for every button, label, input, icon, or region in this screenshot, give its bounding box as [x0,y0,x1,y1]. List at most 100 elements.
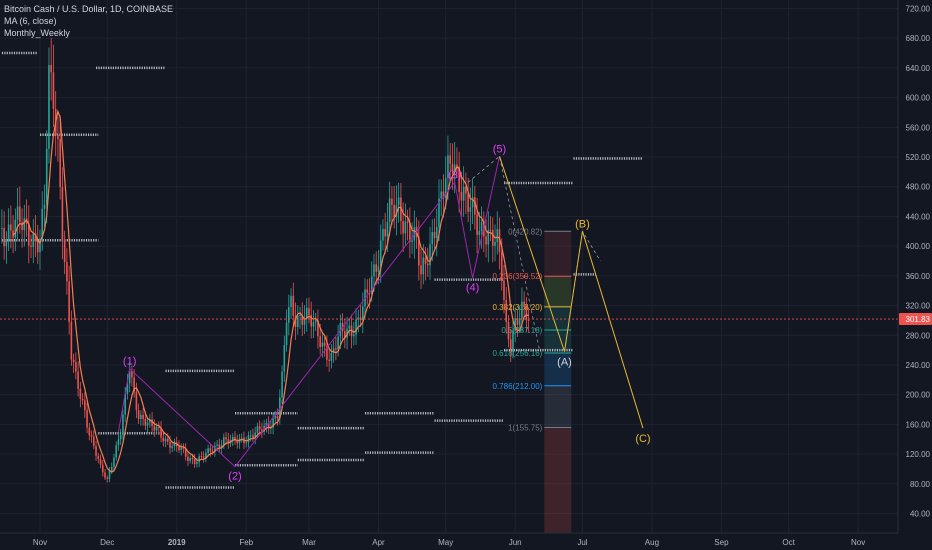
fib-level-label: 0(420.82) [508,227,543,236]
candle-body [523,301,525,308]
candle-body [133,377,135,392]
fib-level-label: 0.786(212.00) [493,382,543,391]
candle-body [171,445,174,448]
candle-body [59,139,61,188]
candle-body [402,221,404,234]
candle-body [323,342,326,346]
candle-body [433,232,436,239]
candle-body [236,440,239,444]
impulse-wave-label[interactable]: (1) [123,356,136,368]
candle-body [10,224,12,231]
candle-body [101,464,104,473]
candle-body [458,166,460,192]
candle-body [514,318,516,331]
candle-body [196,462,198,464]
time-tick-label: Aug [645,538,659,547]
candle-body [283,345,286,372]
candle-body [75,362,77,372]
candle-body [391,198,393,205]
candle-body [3,228,5,247]
candle-body [256,426,259,433]
candle-body [370,276,373,294]
price-tick-label: 640.00 [906,64,931,73]
impulse-wave-label[interactable]: (3) [448,169,461,181]
impulse-wave-label[interactable]: (5) [493,143,506,155]
candle-body [509,339,512,351]
candle-body [41,208,44,239]
symbol-title[interactable]: Bitcoin Cash / U.S. Dollar, 1D, COINBASE [4,4,174,14]
candle-body [99,458,102,465]
candle-body [52,72,55,109]
candle-body [420,265,422,275]
candle-body [225,437,227,440]
corrective-wave-label[interactable]: (C) [635,433,650,445]
candle-body [198,456,200,463]
candle-body [180,447,183,451]
time-tick-label: Nov [33,538,47,547]
candle-body [409,222,411,242]
candle-body [442,191,445,198]
fibonacci-retracement[interactable]: 0(420.82)0.236(359.52)0.382(318.20)0.5(2… [493,227,572,533]
candle-body [496,229,499,242]
price-tick-label: 320.00 [906,302,931,311]
candle-body [220,445,223,449]
fib-zone [544,352,572,386]
candle-body [474,197,476,215]
candle-body [527,320,530,322]
time-tick-label: Mar [302,538,316,547]
candle-body [214,445,216,452]
candle-body [205,452,207,458]
candle-body [106,477,109,479]
candle-body [16,206,19,220]
elliott-wave-drawing[interactable]: (1) (2) (3) (4) (5) (A) (B) (C) [117,143,651,483]
candle-body [155,427,158,431]
price-tick-label: 400.00 [906,242,931,251]
candle-body [151,419,153,426]
candle-body [476,214,478,235]
candle-body [431,232,434,245]
candle-body [261,429,263,432]
candle-body [79,388,82,399]
candle-body [104,472,106,478]
candle-body [366,289,369,293]
candle-body [456,164,458,167]
candle-body [460,191,463,201]
candle-body [299,315,301,316]
time-tick-label: Feb [239,538,253,547]
candle-body [426,263,429,266]
time-tick-label: Jul [577,538,587,547]
indicator-label[interactable]: MA (6, close) [4,16,57,26]
candle-body [97,455,100,459]
candle-body [164,438,167,442]
candle-body [285,322,288,346]
corrective-wave-label[interactable]: (B) [575,218,590,230]
moving-average-line [12,109,529,473]
candle-body [57,134,59,140]
time-tick-label: Apr [372,538,385,547]
candle-body [34,233,37,241]
candle-body [465,186,467,194]
candle-body [48,64,50,149]
candle-body [187,456,189,462]
candle-body [66,261,68,282]
price-tick-label: 200.00 [906,391,931,400]
price-tick-label: 520.00 [906,153,931,162]
candle-body [169,441,171,448]
price-tick-label: 680.00 [906,34,931,43]
candle-body [525,307,528,321]
corrective-wave-label[interactable]: (A) [557,357,572,369]
candle-body [19,206,21,223]
candle-body [223,437,225,446]
fib-zone [544,276,572,307]
candle-body [348,325,351,329]
candle-body [32,233,35,247]
candle-body [335,348,337,350]
candle-body [227,439,230,444]
impulse-wave-label[interactable]: (4) [466,282,479,294]
candle-body [312,322,315,327]
impulse-wave-label[interactable]: (2) [228,471,241,483]
candle-body [7,224,10,241]
candle-body [404,221,407,234]
